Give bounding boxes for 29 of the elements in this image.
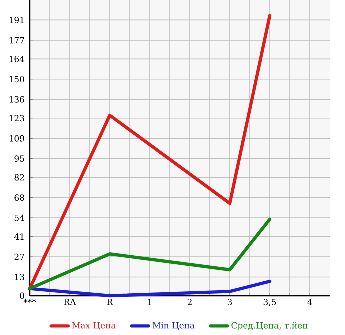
y-tick-label: 68 <box>14 194 24 202</box>
legend-label: Max Цена <box>72 322 116 330</box>
y-tick-label: 177 <box>10 37 24 44</box>
x-tick-label: *** <box>24 299 36 303</box>
x-tick-label: 3,5 <box>264 299 276 306</box>
y-tick-label: 136 <box>10 96 24 103</box>
line-series <box>28 218 272 290</box>
y-tick-label: 191 <box>10 17 24 24</box>
y-tick-label: 95 <box>14 156 24 162</box>
y-tick-label: 109 <box>10 135 24 142</box>
x-tick-label: 4 <box>308 299 312 306</box>
legend-label: Min Цена <box>152 322 195 330</box>
x-tick-label: R <box>107 299 114 306</box>
y-tick-label: 13 <box>15 274 24 280</box>
legend-label: Сред.Цена, т.йен <box>232 322 308 330</box>
y-tick-label: 82 <box>14 174 24 181</box>
line-series <box>28 14 272 290</box>
y-tick-label: 27 <box>14 254 24 260</box>
y-tick-label: 41 <box>14 234 24 240</box>
y-tick-label: 164 <box>10 56 25 62</box>
y-tick-label: 0 <box>20 292 24 300</box>
x-tick-label: 2 <box>188 299 192 306</box>
y-tick-label: 123 <box>10 115 24 122</box>
y-tick-label: 150 <box>10 76 24 83</box>
x-tick-label: 1 <box>148 299 152 306</box>
x-tick-label: RA <box>64 299 76 306</box>
y-tick-label: 54 <box>14 214 25 222</box>
x-tick-label: 3 <box>228 299 232 306</box>
line-series <box>28 280 272 298</box>
